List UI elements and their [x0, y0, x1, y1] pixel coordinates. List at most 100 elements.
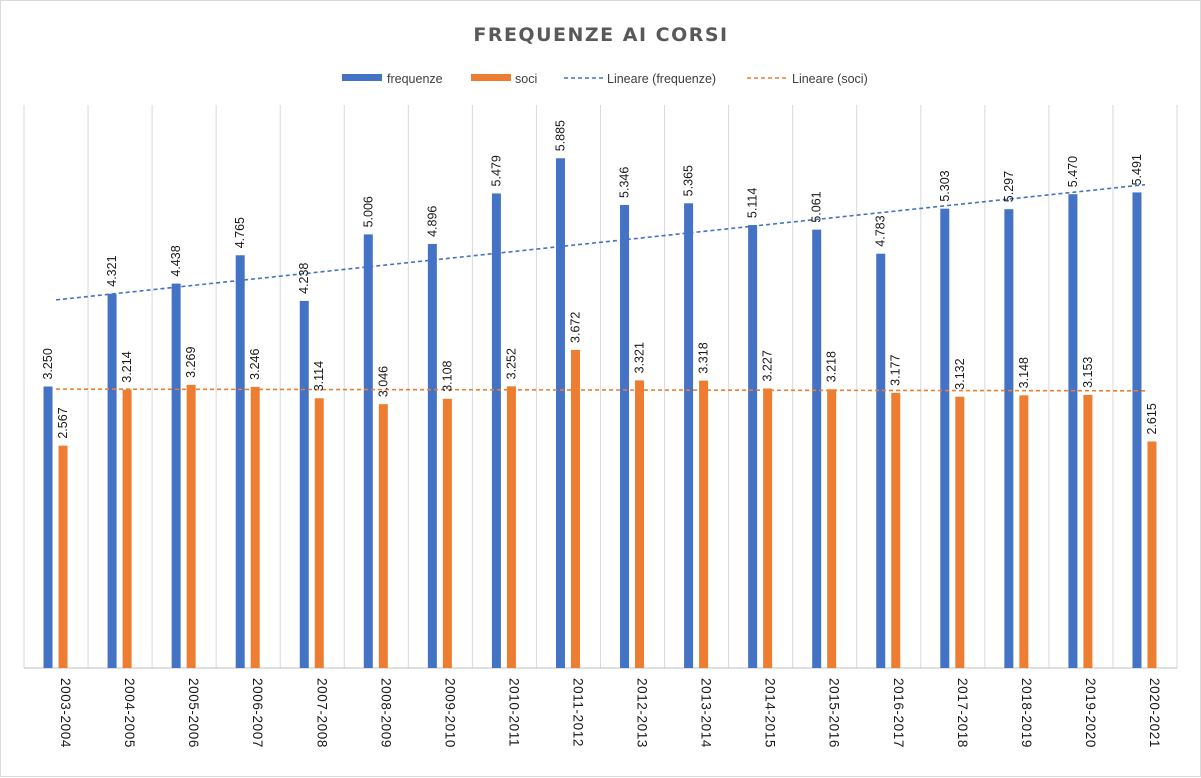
data-label-soci-2020-2021: 2.615: [1145, 403, 1159, 434]
data-label-soci-2007-2008: 3.114: [312, 361, 326, 391]
bar-frequenze-2014-2015: [748, 225, 758, 668]
data-label-frequenze-2009-2010: 4.896: [425, 206, 439, 237]
data-label-soci-2018-2019: 3.148: [1017, 357, 1031, 388]
x-tick-label-2004-2005: 2004-2005: [122, 678, 137, 748]
x-tick-label-2013-2014: 2013-2014: [699, 678, 714, 748]
bar-soci-2017-2018: [955, 396, 965, 668]
bar-frequenze-2011-2012: [555, 158, 565, 668]
data-label-soci-2010-2011: 3.252: [504, 348, 518, 379]
x-tick-label-2011-2012: 2011-2012: [570, 678, 585, 747]
data-label-frequenze-2020-2021: 5.491: [1130, 154, 1144, 185]
bar-soci-2005-2006: [186, 384, 196, 668]
data-label-soci-2005-2006: 3.269: [184, 347, 198, 378]
legend-label-0: frequenze: [387, 72, 443, 86]
bar-soci-2020-2021: [1147, 441, 1157, 668]
data-label-frequenze-2012-2013: 5.346: [618, 167, 632, 198]
bar-frequenze-2015-2016: [812, 229, 822, 669]
bar-frequenze-2016-2017: [876, 253, 886, 668]
bar-soci-2012-2013: [635, 380, 645, 668]
data-label-soci-2013-2014: 3.318: [697, 342, 711, 373]
x-tick-label-2020-2021: 2020-2021: [1147, 678, 1162, 748]
bar-soci-2010-2011: [506, 386, 516, 668]
data-label-soci-2009-2010: 3.108: [440, 360, 454, 391]
data-label-frequenze-2014-2015: 5.114: [746, 188, 760, 218]
legend-label-3: Lineare (soci): [792, 72, 868, 86]
bar-soci-2014-2015: [763, 388, 773, 668]
bar-frequenze-2010-2011: [491, 193, 501, 668]
x-tick-label-2019-2020: 2019-2020: [1083, 678, 1098, 748]
bar-frequenze-2013-2014: [684, 203, 694, 668]
trendline-0: [55, 183, 1146, 301]
chart-title: FREQUENZE AI CORSI: [473, 24, 728, 46]
bar-soci-2009-2010: [442, 398, 452, 668]
data-labels: 3.250 2.567 4.321 3.214 4.438 3.269 4.765 3.246…: [41, 120, 1159, 439]
bar-soci-2003-2004: [58, 445, 68, 668]
data-label-frequenze-2015-2016: 5.061: [810, 191, 824, 222]
x-tick-label-2007-2008: 2007-2008: [314, 678, 329, 748]
bar-soci-2016-2017: [891, 392, 901, 668]
data-label-frequenze-2004-2005: 4.321: [105, 255, 119, 286]
data-label-frequenze-2019-2020: 5.470: [1066, 156, 1080, 187]
data-label-frequenze-2018-2019: 5.297: [1002, 171, 1016, 202]
legend-label-1: soci: [515, 72, 537, 86]
data-label-frequenze-2006-2007: 4.765: [233, 217, 247, 248]
legend-label-2: Lineare (frequenze): [607, 72, 716, 86]
bar-frequenze-2019-2020: [1068, 194, 1078, 668]
gridlines: [23, 105, 1178, 669]
x-tick-label-2006-2007: 2006-2007: [250, 678, 265, 748]
bar-soci-2008-2009: [378, 404, 388, 668]
data-label-soci-2008-2009: 3.046: [376, 366, 390, 397]
data-label-frequenze-2007-2008: 4.238: [297, 263, 311, 294]
data-label-soci-2003-2004: 2.567: [56, 407, 70, 438]
bar-frequenze-2009-2010: [427, 243, 437, 668]
x-tick-label-2016-2017: 2016-2017: [891, 678, 906, 748]
x-tick-label-2018-2019: 2018-2019: [1019, 678, 1034, 748]
bar-soci-2019-2020: [1083, 394, 1093, 668]
legend: frequenze soci Lineare (frequenze) Lineare …: [342, 72, 868, 86]
x-tick-label-2008-2009: 2008-2009: [378, 678, 393, 748]
x-tick-label-2012-2013: 2012-2013: [635, 678, 650, 748]
bar-frequenze-2007-2008: [299, 300, 309, 668]
data-label-soci-2006-2007: 3.246: [248, 349, 262, 380]
x-axis: 2003-2004 2004-2005 2005-2006 2006-2007 2007…: [58, 678, 1162, 748]
data-label-soci-2019-2020: 3.153: [1081, 357, 1095, 388]
data-label-frequenze-2008-2009: 5.006: [361, 196, 375, 227]
data-label-frequenze-2011-2012: 5.885: [553, 120, 567, 151]
data-label-frequenze-2017-2018: 5.303: [938, 170, 952, 201]
bar-frequenze-2004-2005: [107, 293, 117, 668]
x-tick-label-2003-2004: 2003-2004: [58, 678, 73, 748]
x-tick-label-2014-2015: 2014-2015: [763, 678, 778, 748]
data-label-soci-2015-2016: 3.218: [825, 351, 839, 382]
data-label-frequenze-2005-2006: 4.438: [169, 245, 183, 276]
data-label-soci-2004-2005: 3.214: [120, 351, 134, 382]
bar-frequenze-2017-2018: [940, 208, 950, 668]
legend-swatch-0: [342, 74, 382, 81]
legend-swatch-1: [471, 74, 511, 81]
x-tick-label-2010-2011: 2010-2011: [506, 678, 521, 747]
x-tick-label-2005-2006: 2005-2006: [186, 678, 201, 748]
bar-soci-2006-2007: [250, 386, 260, 668]
bar-frequenze-2003-2004: [43, 386, 53, 668]
x-tick-label-2017-2018: 2017-2018: [955, 678, 970, 748]
bar-frequenze-2006-2007: [235, 255, 245, 668]
bar-soci-2007-2008: [314, 398, 324, 668]
data-label-soci-2017-2018: 3.132: [953, 358, 967, 389]
data-label-frequenze-2016-2017: 4.783: [874, 215, 888, 246]
bar-frequenze-2020-2021: [1132, 192, 1142, 668]
data-label-soci-2014-2015: 3.227: [761, 350, 775, 381]
data-label-soci-2016-2017: 3.177: [889, 354, 903, 385]
bar-frequenze-2008-2009: [363, 234, 373, 668]
bar-frequenze-2012-2013: [620, 204, 630, 668]
bars: [43, 158, 1157, 669]
bar-frequenze-2005-2006: [171, 283, 181, 668]
bar-soci-2018-2019: [1019, 395, 1029, 668]
bar-soci-2013-2014: [699, 380, 709, 668]
x-tick-label-2015-2016: 2015-2016: [827, 678, 842, 748]
data-label-frequenze-2003-2004: 3.250: [41, 348, 55, 379]
trendlines: [55, 183, 1146, 392]
x-tick-label-2009-2010: 2009-2010: [442, 678, 457, 748]
data-label-frequenze-2013-2014: 5.365: [682, 165, 696, 196]
data-label-soci-2012-2013: 3.321: [633, 342, 647, 373]
